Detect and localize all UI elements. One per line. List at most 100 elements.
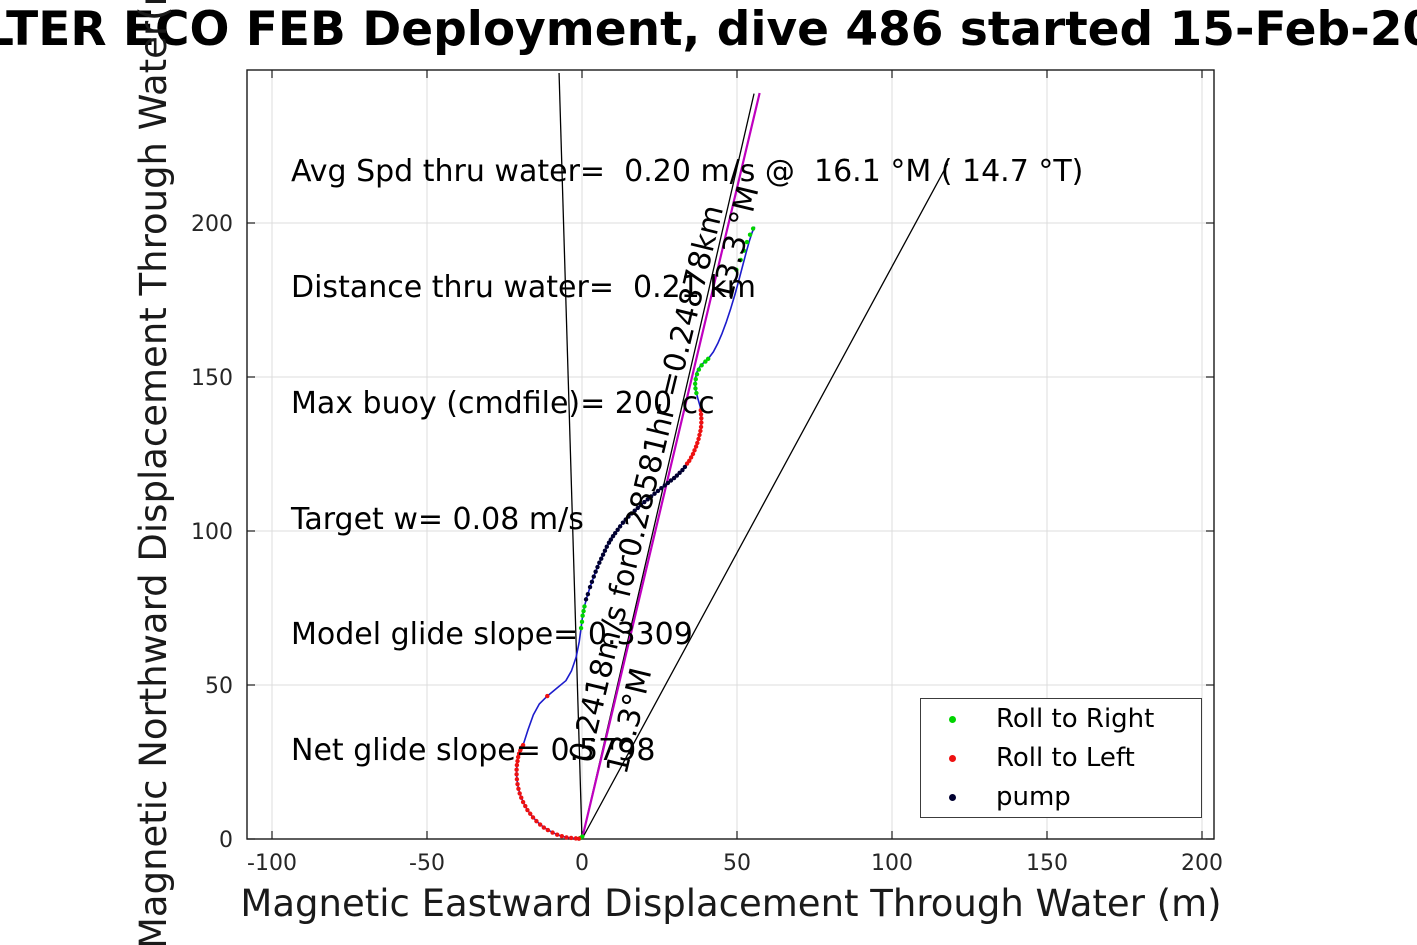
marker-dot-roll-to-right: [693, 386, 698, 391]
legend: Roll to Right Roll to Left pump: [920, 698, 1202, 818]
roll-to-right-marker-icon: [949, 715, 956, 723]
marker-dot-roll-to-left: [525, 807, 530, 813]
roll-to-left-marker-icon: [949, 754, 956, 762]
marker-dot-pump: [623, 517, 628, 522]
marker-dot-roll-to-left: [520, 799, 526, 805]
marker-dot-roll-to-left: [698, 428, 703, 434]
x-tick-label: 50: [723, 851, 751, 876]
marker-dot-roll-to-left: [559, 834, 565, 839]
marker-dot-roll-to-left: [514, 762, 520, 768]
marker-dot-pump: [595, 564, 600, 570]
marker-dot-roll-to-left: [564, 835, 569, 840]
x-tick-label: 200: [1181, 851, 1223, 876]
marker-dot-roll-to-right: [694, 390, 699, 396]
marker-dot-roll-to-right: [580, 613, 585, 618]
x-tick-label: -100: [247, 851, 297, 876]
marker-dot-pump: [645, 497, 650, 502]
marker-dot-roll-to-left: [519, 795, 524, 800]
marker-dot-roll-to-right: [692, 381, 698, 386]
marker-dot-roll-to-left: [541, 825, 547, 830]
marker-dot-pump: [617, 524, 623, 529]
marker-dot-pump: [662, 483, 667, 488]
marker-dot-roll-to-right: [705, 356, 711, 362]
annotation-line: Target w= 0.08 m/s: [291, 501, 584, 537]
x-tick-label: -50: [409, 851, 445, 876]
marker-dot-roll-to-left: [528, 811, 533, 816]
stats-annotation: Avg Spd thru water= 0.20 m/s @ 16.1 °M (…: [291, 76, 1083, 848]
marker-dot-roll-to-left: [568, 835, 574, 841]
pump-marker-icon: [949, 793, 956, 801]
marker-dot-roll-to-right: [578, 625, 584, 631]
marker-dot-pump: [635, 505, 640, 511]
marker-dot-pump: [668, 478, 674, 483]
legend-label: pump: [996, 782, 1071, 812]
marker-dot-roll-to-left: [555, 832, 560, 837]
axes-box: [246, 69, 1215, 840]
y-tick-label: 200: [191, 212, 233, 237]
marker-dot-pump: [632, 508, 637, 513]
figure-title: LTER ECO FEB Deployment, dive 486 starte…: [0, 2, 1417, 57]
annotation-line: Max buoy (cmdfile)= 200 cc: [291, 385, 715, 421]
marker-dot-roll-to-left: [514, 767, 519, 772]
marker-dot-pump: [648, 494, 654, 499]
marker-dot-roll-to-left: [517, 791, 522, 796]
legend-label: Roll to Right: [996, 704, 1155, 734]
marker-dot-roll-to-left: [693, 444, 699, 449]
marker-dot-pump: [677, 470, 682, 475]
marker-dot-pump: [583, 597, 589, 602]
marker-dot-pump: [620, 520, 626, 525]
reference-line-fan-left: [558, 72, 583, 840]
marker-dot-roll-to-right: [744, 239, 750, 245]
y-tick-label: 150: [191, 366, 233, 391]
y-axis-label: Magnetic Northward Displacement Through …: [132, 0, 175, 945]
marker-dot-roll-to-left: [698, 408, 703, 413]
marker-dot-roll-to-right: [741, 248, 747, 253]
marker-dot-roll-to-right: [738, 257, 743, 263]
marker-dot-pump: [608, 537, 614, 542]
marker-dot-roll-to-left: [692, 448, 697, 453]
marker-dot-roll-to-left: [534, 818, 539, 824]
marker-dot-roll-to-right: [703, 359, 708, 364]
marker-dot-pump: [612, 530, 618, 536]
marker-dot-roll-to-left: [699, 420, 704, 425]
marker-dot-roll-to-right: [696, 367, 702, 372]
y-tick-label: 100: [191, 520, 233, 545]
marker-dot-pump: [615, 527, 620, 532]
marker-dot-roll-to-left: [550, 830, 555, 835]
marker-dot-roll-to-left: [699, 416, 704, 421]
marker-dot-pump: [610, 534, 616, 539]
annotation-line: Model glide slope= 0.3309: [291, 617, 693, 653]
marker-dot-pump: [599, 556, 604, 561]
marker-dot-roll-to-right: [694, 372, 700, 377]
marker-dot-pump: [587, 584, 593, 590]
marker-dot-roll-to-left: [545, 693, 550, 699]
marker-dot-roll-to-left: [523, 803, 528, 809]
marker-dot-pump: [597, 560, 602, 565]
legend-item-roll-to-left: Roll to Left: [921, 739, 1201, 778]
marker-dot-roll-to-left: [690, 451, 696, 457]
marker-dot-pump: [680, 467, 685, 473]
marker-dot-pump: [600, 552, 606, 557]
y-tick-label: 50: [205, 674, 233, 699]
marker-dot-roll-to-right: [582, 604, 587, 609]
annotation-line: Net glide slope= 0.5798: [291, 733, 656, 769]
marker-dot-roll-to-left: [698, 424, 704, 430]
marker-dot-roll-to-right: [580, 834, 585, 839]
marker-dot-roll-to-right: [581, 608, 586, 614]
annotation-line: Avg Spd thru water= 0.20 m/s @ 16.1 °M (…: [291, 154, 1084, 190]
marker-dot-roll-to-left: [545, 827, 551, 833]
marker-dot-roll-to-left: [516, 786, 521, 791]
x-tick-label: 100: [871, 851, 913, 876]
marker-dot-roll-to-left: [687, 458, 692, 463]
marker-dot-roll-to-left: [696, 436, 701, 442]
x-tick-label: 150: [1026, 851, 1068, 876]
marker-dot-pump: [665, 480, 671, 486]
y-tick-label: 0: [219, 828, 233, 853]
marker-dot-roll-to-right: [734, 267, 739, 273]
x-axis-label: Magnetic Eastward Displacement Through W…: [240, 882, 1222, 925]
marker-dot-roll-to-left: [515, 781, 520, 787]
marker-dot-pump: [652, 491, 657, 496]
marker-dot-pump: [585, 591, 591, 597]
